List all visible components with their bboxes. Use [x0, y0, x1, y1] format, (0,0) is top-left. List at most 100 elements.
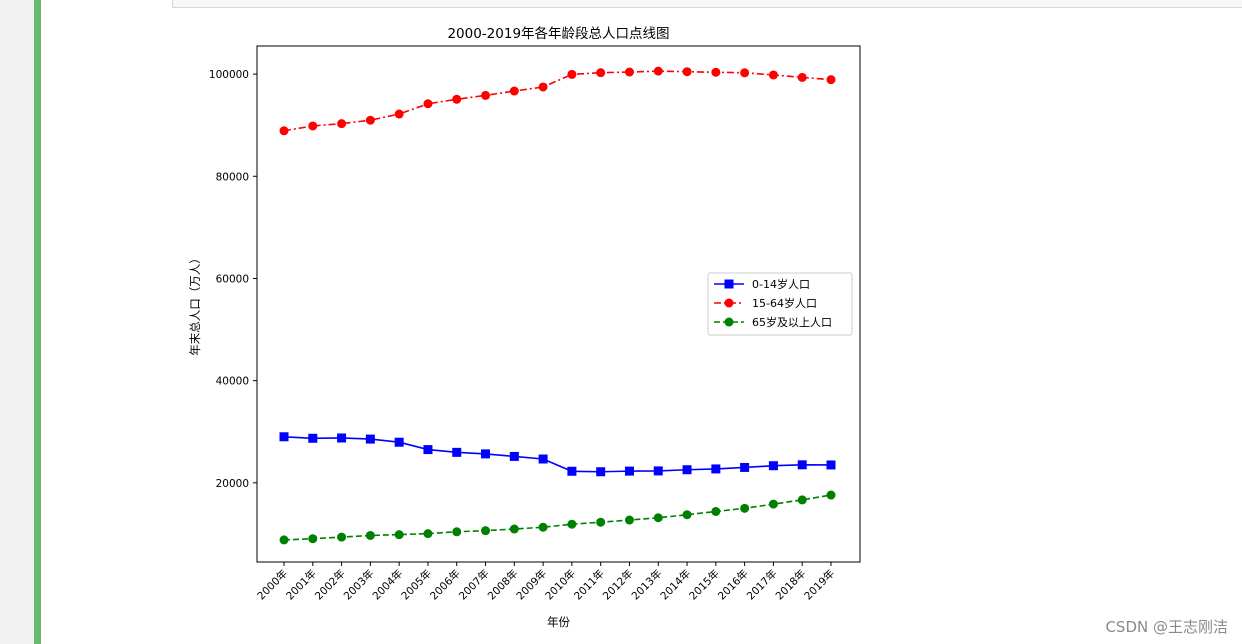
- data-point: [797, 72, 807, 82]
- data-point: [797, 460, 807, 470]
- data-point: [567, 466, 577, 476]
- data-point: [509, 451, 519, 461]
- data-point: [509, 86, 519, 96]
- x-axis-label: 年份: [547, 615, 570, 629]
- y-axis-label: 年末总人口（万人）: [188, 252, 202, 356]
- y-tick-label: 20000: [216, 478, 249, 490]
- data-point: [481, 90, 491, 100]
- data-point: [768, 461, 778, 471]
- y-tick-label: 100000: [209, 69, 249, 81]
- data-point: [481, 449, 491, 459]
- x-tick-label: 2019年: [802, 567, 838, 603]
- data-point: [624, 466, 634, 476]
- data-point: [394, 437, 404, 447]
- legend-label: 15-64岁人口: [752, 296, 817, 310]
- data-point: [624, 67, 634, 77]
- x-tick-label: 2001年: [283, 567, 319, 603]
- series-2: [279, 490, 836, 545]
- y-tick-label: 40000: [216, 376, 249, 388]
- editor-gutter: [0, 0, 34, 644]
- data-point: [826, 490, 836, 500]
- data-point: [826, 460, 836, 470]
- data-point: [797, 495, 807, 505]
- data-point: [365, 115, 375, 125]
- x-tick-label: 2003年: [341, 567, 377, 603]
- legend-marker: [724, 279, 734, 289]
- legend-marker: [724, 317, 734, 327]
- data-point: [567, 519, 577, 529]
- legend-label: 65岁及以上人口: [752, 315, 832, 329]
- data-point: [682, 510, 692, 520]
- data-point: [308, 121, 318, 131]
- x-tick-label: 2015年: [686, 567, 722, 603]
- data-point: [711, 464, 721, 474]
- data-point: [394, 530, 404, 540]
- data-point: [653, 66, 663, 76]
- data-point: [624, 515, 634, 525]
- y-tick-label: 80000: [216, 171, 249, 183]
- legend-label: 0-14岁人口: [752, 277, 810, 291]
- x-tick-label: 2013年: [629, 567, 665, 603]
- x-tick-label: 2009年: [514, 567, 550, 603]
- data-point: [768, 70, 778, 80]
- data-point: [337, 119, 347, 129]
- data-point: [682, 67, 692, 77]
- x-tick-label: 2000年: [255, 567, 291, 603]
- previous-cell-edge: [172, 0, 1242, 8]
- series-1: [279, 66, 836, 136]
- data-point: [308, 534, 318, 544]
- data-point: [653, 466, 663, 476]
- x-tick-label: 2002年: [312, 567, 348, 603]
- x-tick-label: 2017年: [744, 567, 780, 603]
- cell-active-indicator: [34, 0, 41, 644]
- series-line: [283, 70, 832, 132]
- x-tick-label: 2014年: [658, 567, 694, 603]
- chart-title: 2000-2019年各年龄段总人口点线图: [447, 26, 669, 42]
- x-tick-label: 2018年: [773, 567, 809, 603]
- data-point: [279, 535, 289, 545]
- series-0: [279, 432, 836, 477]
- data-point: [538, 522, 548, 532]
- data-point: [423, 445, 433, 455]
- data-point: [653, 513, 663, 523]
- data-point: [279, 432, 289, 442]
- data-point: [365, 530, 375, 540]
- data-point: [481, 526, 491, 536]
- data-point: [711, 67, 721, 77]
- data-point: [452, 447, 462, 457]
- axes-frame: [256, 45, 861, 563]
- data-point: [740, 462, 750, 472]
- data-point: [711, 506, 721, 516]
- data-point: [596, 68, 606, 78]
- x-tick-label: 2004年: [370, 567, 406, 603]
- data-point: [538, 82, 548, 92]
- data-point: [596, 467, 606, 477]
- x-tick-label: 2010年: [542, 567, 578, 603]
- legend-box: [707, 272, 853, 336]
- data-point: [452, 94, 462, 104]
- data-point: [394, 109, 404, 119]
- data-point: [740, 68, 750, 78]
- x-tick-label: 2011年: [571, 567, 607, 603]
- data-point: [509, 524, 519, 534]
- data-point: [452, 527, 462, 537]
- data-point: [423, 99, 433, 109]
- data-point: [423, 529, 433, 539]
- data-point: [596, 517, 606, 527]
- data-point: [337, 532, 347, 542]
- series-line: [283, 435, 832, 473]
- data-point: [279, 126, 289, 136]
- x-tick-label: 2016年: [715, 567, 751, 603]
- data-point: [365, 434, 375, 444]
- x-tick-label: 2008年: [485, 567, 521, 603]
- watermark: CSDN @王志刚洁: [1105, 618, 1228, 636]
- y-tick-label: 60000: [216, 273, 249, 285]
- data-point: [682, 465, 692, 475]
- series-line: [283, 494, 832, 541]
- data-point: [740, 503, 750, 513]
- x-tick-label: 2006年: [427, 567, 463, 603]
- data-point: [768, 499, 778, 509]
- x-tick-label: 2007年: [456, 567, 492, 603]
- legend-marker: [724, 298, 734, 308]
